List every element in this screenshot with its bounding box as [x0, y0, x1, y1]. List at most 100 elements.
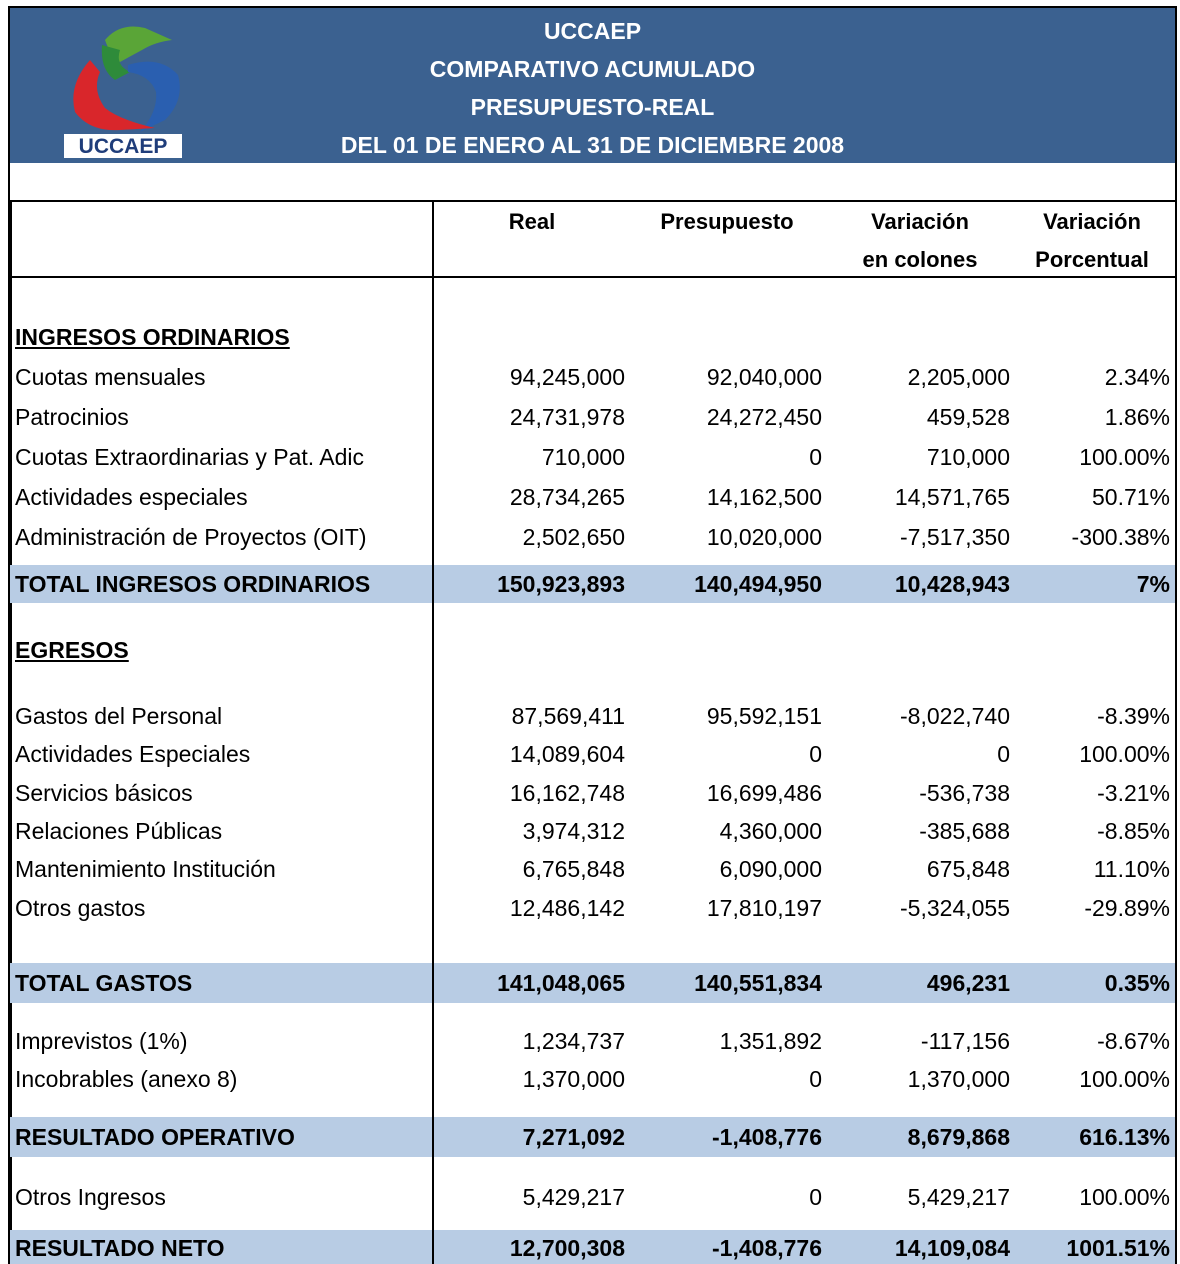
cell-value: -1,408,776	[712, 1235, 822, 1261]
column-header: Porcentual	[1035, 247, 1149, 272]
cell-value: 1,370,000	[522, 1066, 625, 1092]
cell-value: 94,245,000	[509, 364, 625, 390]
cell-value: 1001.51%	[1066, 1235, 1170, 1261]
cell-value: 6,090,000	[719, 856, 822, 882]
cell-value: 616.13%	[1079, 1124, 1170, 1150]
cell-value: -3.21%	[1097, 780, 1170, 806]
total-band	[10, 1230, 1175, 1264]
cell-value: 3,974,312	[522, 818, 625, 844]
cell-value: 12,486,142	[509, 895, 625, 921]
cell-value: 6,765,848	[522, 856, 625, 882]
header-banner: UCCAEP UCCAEP COMPARATIVO ACUMULADO PRESUP…	[10, 8, 1175, 163]
total-band	[10, 565, 1175, 603]
title-line: UCCAEP	[543, 18, 642, 44]
cell-value: 1,370,000	[907, 1066, 1010, 1092]
cell-value: 140,551,834	[694, 970, 822, 996]
row-label: Mantenimiento Institución	[15, 856, 276, 882]
row-label: Incobrables (anexo 8)	[15, 1066, 238, 1092]
cell-value: 10,428,943	[894, 571, 1010, 597]
cell-value: 100.00%	[1079, 741, 1170, 767]
cell-value: 141,048,065	[497, 970, 625, 996]
cell-value: 1,234,737	[522, 1028, 625, 1054]
total-band	[10, 963, 1175, 1003]
cell-value: 28,734,265	[509, 484, 625, 510]
row-label: Gastos del Personal	[15, 703, 223, 729]
header-rule	[10, 276, 1175, 278]
cell-value: 2,502,650	[522, 524, 625, 550]
cell-value: 710,000	[541, 444, 625, 470]
cell-value: -7,517,350	[900, 524, 1010, 550]
cell-value: 140,494,950	[694, 571, 822, 597]
column-header: Presupuesto	[660, 209, 794, 234]
cell-value: 14,089,604	[509, 741, 625, 767]
column-header: en colones	[862, 247, 978, 272]
cell-value: 100.00%	[1079, 444, 1170, 470]
cell-value: 8,679,868	[907, 1124, 1010, 1150]
cell-value: -8.39%	[1097, 703, 1170, 729]
row-label: Administración de Proyectos (OIT)	[15, 524, 367, 550]
column-header: Variación	[1043, 209, 1141, 234]
cell-value: 10,020,000	[706, 524, 822, 550]
cell-value: -1,408,776	[712, 1124, 822, 1150]
cell-value: 0	[997, 741, 1010, 767]
cell-value: 2.34%	[1104, 364, 1170, 390]
cell-value: 100.00%	[1079, 1066, 1170, 1092]
row-label: TOTAL GASTOS	[15, 970, 193, 996]
cell-value: 710,000	[926, 444, 1010, 470]
row-label: TOTAL INGRESOS ORDINARIOS	[15, 571, 371, 597]
cell-value: -8.67%	[1097, 1028, 1170, 1054]
row-label: RESULTADO OPERATIVO	[15, 1124, 295, 1150]
cell-value: 16,699,486	[706, 780, 822, 806]
cell-value: 100.00%	[1079, 1184, 1170, 1210]
cell-value: 0	[809, 741, 822, 767]
cell-value: 12,700,308	[509, 1235, 625, 1261]
cell-value: 24,272,450	[706, 404, 822, 430]
cell-value: 16,162,748	[509, 780, 625, 806]
cell-value: -300.38%	[1071, 524, 1170, 550]
row-label: Otros Ingresos	[15, 1184, 166, 1210]
cell-value: 0.35%	[1104, 970, 1170, 996]
cell-value: 14,109,084	[894, 1235, 1010, 1261]
row-label: Cuotas Extraordinarias y Pat. Adic	[15, 444, 364, 470]
section-label: EGRESOS	[15, 637, 129, 663]
cell-value: 7%	[1136, 571, 1170, 597]
cell-value: 24,731,978	[509, 404, 625, 430]
title-line: DEL 01 DE ENERO AL 31 DE DICIEMBRE 2008	[340, 132, 845, 158]
border	[8, 6, 1177, 8]
row-label: Actividades especiales	[15, 484, 248, 510]
cell-value: 11.10%	[1093, 856, 1170, 882]
cell-value: -8,022,740	[900, 703, 1010, 729]
column-header: Variación	[871, 209, 969, 234]
cell-value: -536,738	[919, 780, 1010, 806]
row-label: Actividades Especiales	[15, 741, 251, 767]
cell-value: 87,569,411	[511, 703, 625, 729]
cell-value: 17,810,197	[706, 895, 822, 921]
row-label: Patrocinios	[15, 404, 129, 430]
cell-value: 150,923,893	[497, 571, 625, 597]
border	[8, 8, 10, 1264]
cell-value: 2,205,000	[907, 364, 1010, 390]
total-band	[10, 1117, 1175, 1157]
cell-value: 675,848	[926, 856, 1010, 882]
title-line: COMPARATIVO ACUMULADO	[429, 56, 756, 82]
cell-value: 1,351,892	[719, 1028, 822, 1054]
cell-value: 4,360,000	[719, 818, 822, 844]
row-label: Relaciones Públicas	[15, 818, 223, 844]
cell-value: 496,231	[926, 970, 1010, 996]
column-divider	[432, 200, 434, 1264]
cell-value: -117,156	[920, 1028, 1010, 1054]
cell-value: -8.85%	[1097, 818, 1170, 844]
row-label: Cuotas mensuales	[15, 364, 206, 390]
row-label: Servicios básicos	[15, 780, 193, 806]
cell-value: -5,324,055	[900, 895, 1010, 921]
cell-value: 95,592,151	[706, 703, 822, 729]
row-label: Imprevistos (1%)	[15, 1028, 188, 1054]
row-label: Otros gastos	[15, 895, 146, 921]
cell-value: 14,162,500	[706, 484, 822, 510]
logo-text: UCCAEP	[79, 135, 168, 158]
cell-value: 0	[809, 1184, 822, 1210]
title-line: PRESUPUESTO-REAL	[470, 94, 715, 120]
cell-value: 50.71%	[1091, 484, 1170, 510]
cell-value: 0	[809, 1066, 822, 1092]
